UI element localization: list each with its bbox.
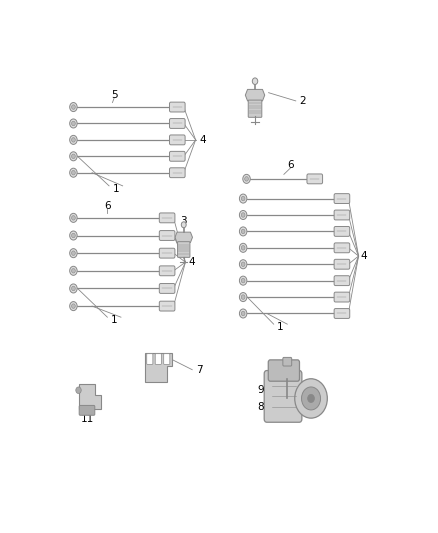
Circle shape [70,102,77,111]
Circle shape [243,174,250,183]
Circle shape [307,394,314,402]
FancyBboxPatch shape [248,100,262,117]
FancyBboxPatch shape [334,309,350,318]
FancyBboxPatch shape [334,210,350,220]
FancyBboxPatch shape [159,266,175,276]
Circle shape [71,216,75,220]
Circle shape [241,278,245,283]
FancyBboxPatch shape [170,118,185,128]
FancyBboxPatch shape [334,193,350,204]
Circle shape [241,229,245,233]
Circle shape [240,211,247,220]
Text: 1: 1 [277,322,284,333]
Circle shape [76,387,81,393]
Circle shape [71,233,75,238]
Circle shape [70,231,77,240]
Circle shape [301,387,321,410]
FancyBboxPatch shape [307,174,322,184]
Circle shape [241,262,245,266]
Circle shape [70,119,77,128]
Circle shape [240,293,247,302]
Text: 7: 7 [196,365,202,375]
Text: 3: 3 [180,216,187,226]
Circle shape [70,284,77,293]
Polygon shape [245,90,265,101]
FancyBboxPatch shape [334,243,350,253]
Circle shape [241,196,245,201]
Circle shape [70,213,77,222]
Circle shape [71,286,75,290]
Polygon shape [78,384,101,409]
Text: 6: 6 [287,159,294,169]
FancyBboxPatch shape [170,151,185,161]
Text: 4: 4 [360,251,367,261]
FancyBboxPatch shape [283,358,292,366]
Circle shape [241,246,245,250]
FancyBboxPatch shape [159,284,175,293]
Circle shape [240,276,247,285]
FancyBboxPatch shape [170,135,185,145]
FancyBboxPatch shape [155,354,161,365]
FancyBboxPatch shape [170,168,185,177]
Text: 9: 9 [257,385,264,395]
Polygon shape [145,353,172,382]
Text: 1: 1 [111,316,117,326]
Circle shape [240,243,247,252]
FancyBboxPatch shape [334,260,350,269]
FancyBboxPatch shape [159,231,175,240]
FancyBboxPatch shape [159,301,175,311]
Text: 1: 1 [113,184,119,194]
Circle shape [70,152,77,161]
FancyBboxPatch shape [159,213,175,223]
Text: 11: 11 [80,414,94,424]
Circle shape [241,213,245,217]
Circle shape [245,176,248,181]
Circle shape [241,295,245,300]
FancyBboxPatch shape [334,227,350,236]
Circle shape [70,168,77,177]
Circle shape [71,121,75,126]
FancyBboxPatch shape [177,241,190,257]
Text: 4: 4 [189,257,195,267]
Text: 8: 8 [257,402,264,411]
Text: 6: 6 [104,200,111,211]
Circle shape [71,304,75,309]
FancyBboxPatch shape [164,354,170,365]
Circle shape [71,105,75,109]
Polygon shape [175,232,192,243]
Circle shape [240,227,247,236]
Circle shape [181,222,186,228]
Circle shape [71,154,75,158]
Text: 4: 4 [199,135,206,145]
Text: 2: 2 [299,96,306,106]
FancyBboxPatch shape [79,406,95,415]
Circle shape [240,194,247,203]
Circle shape [70,248,77,257]
FancyBboxPatch shape [170,102,185,112]
FancyBboxPatch shape [334,292,350,302]
Circle shape [240,309,247,318]
Circle shape [71,269,75,273]
Circle shape [70,135,77,144]
Circle shape [71,138,75,142]
FancyBboxPatch shape [264,370,302,422]
FancyBboxPatch shape [147,354,153,365]
Circle shape [252,78,258,84]
Text: 5: 5 [111,90,117,100]
Circle shape [241,311,245,316]
Circle shape [70,302,77,311]
Circle shape [240,260,247,269]
Circle shape [71,251,75,255]
FancyBboxPatch shape [268,360,300,381]
Circle shape [71,171,75,175]
Circle shape [295,379,327,418]
Circle shape [70,266,77,276]
FancyBboxPatch shape [334,276,350,286]
FancyBboxPatch shape [159,248,175,258]
